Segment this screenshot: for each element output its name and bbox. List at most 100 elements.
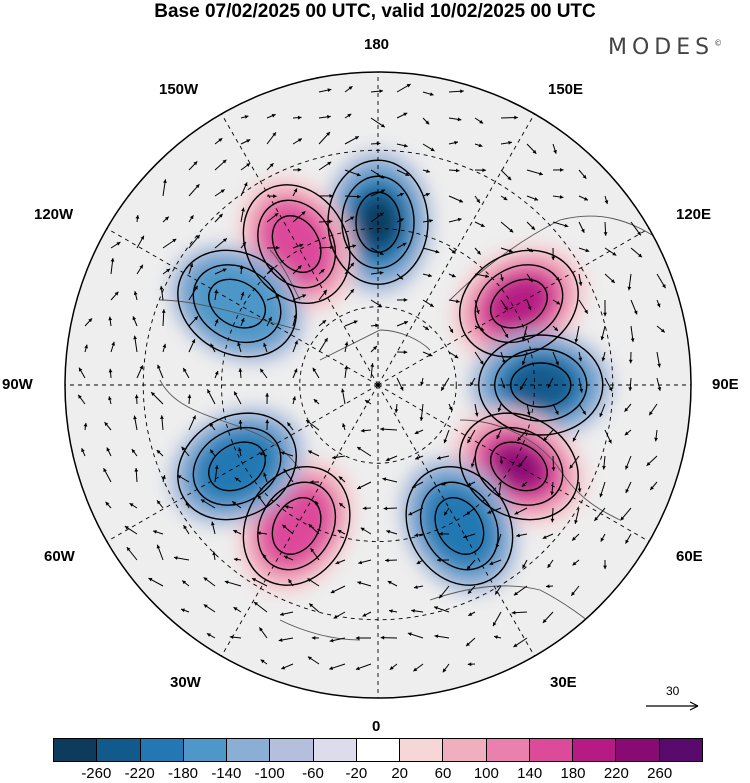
- wind-vector: [396, 143, 408, 148]
- wind-vector: [344, 320, 358, 327]
- wind-vector: [433, 606, 450, 613]
- wind-vector: [434, 634, 450, 639]
- wind-vector: [229, 635, 242, 640]
- wind-vector: [344, 169, 361, 177]
- wind-vector: [625, 533, 632, 544]
- wind-vector: [266, 194, 277, 199]
- wind-vector: [292, 211, 306, 223]
- latitude-circle: [299, 306, 457, 464]
- wind-vector: [516, 533, 528, 538]
- wind-vector: [214, 213, 224, 223]
- wind-vector: [413, 663, 424, 672]
- wind-vector: [309, 480, 320, 485]
- wind-vector: [209, 449, 216, 457]
- colorbar-segment: [528, 739, 573, 761]
- wind-vector: [173, 556, 190, 561]
- wind-vector: [263, 342, 268, 353]
- wind-vector: [627, 273, 632, 291]
- wind-vector: [383, 506, 398, 511]
- wind-vector: [214, 268, 227, 275]
- wind-vector: [150, 391, 164, 405]
- wind-vector: [292, 340, 298, 353]
- colorbar-tick-label: 140: [517, 765, 543, 782]
- wind-vector: [545, 584, 554, 589]
- contour: [271, 215, 322, 273]
- wind-vector: [292, 294, 307, 301]
- wind-vector: [543, 429, 554, 442]
- wind-vector: [474, 403, 479, 417]
- wind-vector: [551, 247, 556, 261]
- wind-vector: [278, 637, 294, 642]
- contour: [208, 278, 266, 329]
- wind-vector: [214, 318, 219, 327]
- wind-vector: [188, 415, 196, 431]
- colorbar-tick-labels: -260 -220 -180 -140 -100 -60 -20 20 60 100 140 180 2…: [0, 765, 750, 783]
- wind-vector: [211, 521, 216, 535]
- wind-vector: [106, 447, 112, 457]
- wind-vector: [240, 241, 247, 249]
- wind-vector: [370, 323, 379, 328]
- wind-vector: [214, 189, 225, 197]
- lon-label-30w: 30W: [170, 674, 201, 691]
- wind-vector: [108, 368, 113, 379]
- wind-vector: [265, 393, 270, 405]
- wind-vector: [408, 507, 424, 516]
- lon-label-60e: 60E: [676, 548, 703, 565]
- coastline: [279, 619, 361, 641]
- wind-vector: [203, 604, 216, 613]
- wind-vector: [552, 403, 559, 415]
- wind-vector: [601, 351, 606, 362]
- reference-vector-label: 30: [666, 684, 680, 698]
- wind-vector: [318, 268, 325, 275]
- wind-vector: [522, 559, 528, 569]
- wind-vector: [135, 214, 140, 223]
- brand-name: MODES: [608, 35, 715, 60]
- colorbar: [53, 738, 703, 762]
- wind-vector: [260, 659, 268, 665]
- wind-vector: [422, 247, 440, 254]
- wind-vector: [552, 168, 564, 172]
- wind-vector: [279, 611, 294, 616]
- contour: [208, 441, 266, 492]
- wind-vector: [604, 195, 609, 205]
- wind-vector: [344, 135, 360, 145]
- wind-vector: [257, 531, 268, 536]
- wind-vector: [542, 611, 554, 624]
- wind-vector: [110, 291, 119, 301]
- wind-vector: [103, 467, 112, 483]
- wind-vector: [441, 481, 450, 486]
- reference-vector: [646, 701, 699, 711]
- wind-vector: [443, 429, 450, 444]
- lon-label-180: 180: [364, 36, 390, 53]
- lon-label-90e: 90E: [712, 376, 739, 393]
- wind-vector: [318, 289, 328, 301]
- wind-vector: [495, 533, 502, 549]
- wind-vector: [237, 342, 242, 353]
- contour: [459, 249, 579, 358]
- wind-vector: [411, 481, 424, 489]
- wind-vector: [578, 221, 585, 233]
- wind-vector: [630, 325, 635, 343]
- wind-vector: [283, 468, 294, 483]
- wind-vector: [181, 446, 190, 457]
- wind-vector: [156, 449, 164, 457]
- wind-vector: [356, 446, 372, 457]
- wind-vector: [492, 611, 502, 627]
- wind-vector: [162, 343, 167, 353]
- wind-vector: [362, 506, 372, 511]
- wind-vector: [284, 505, 294, 509]
- wind-vector: [157, 364, 164, 379]
- wind-vector: [364, 399, 372, 405]
- wind-vector: [214, 370, 219, 379]
- wind-vector: [233, 529, 242, 535]
- wind-vector: [416, 559, 424, 565]
- wind-vector: [183, 524, 190, 535]
- wind-vector: [474, 221, 485, 228]
- wind-vector: [552, 351, 559, 366]
- wind-vector: [133, 335, 138, 353]
- wind-vector: [380, 427, 398, 432]
- coastline: [459, 419, 621, 521]
- wind-vector: [188, 183, 200, 197]
- wind-vector: [318, 319, 327, 327]
- wind-vector: [214, 159, 227, 171]
